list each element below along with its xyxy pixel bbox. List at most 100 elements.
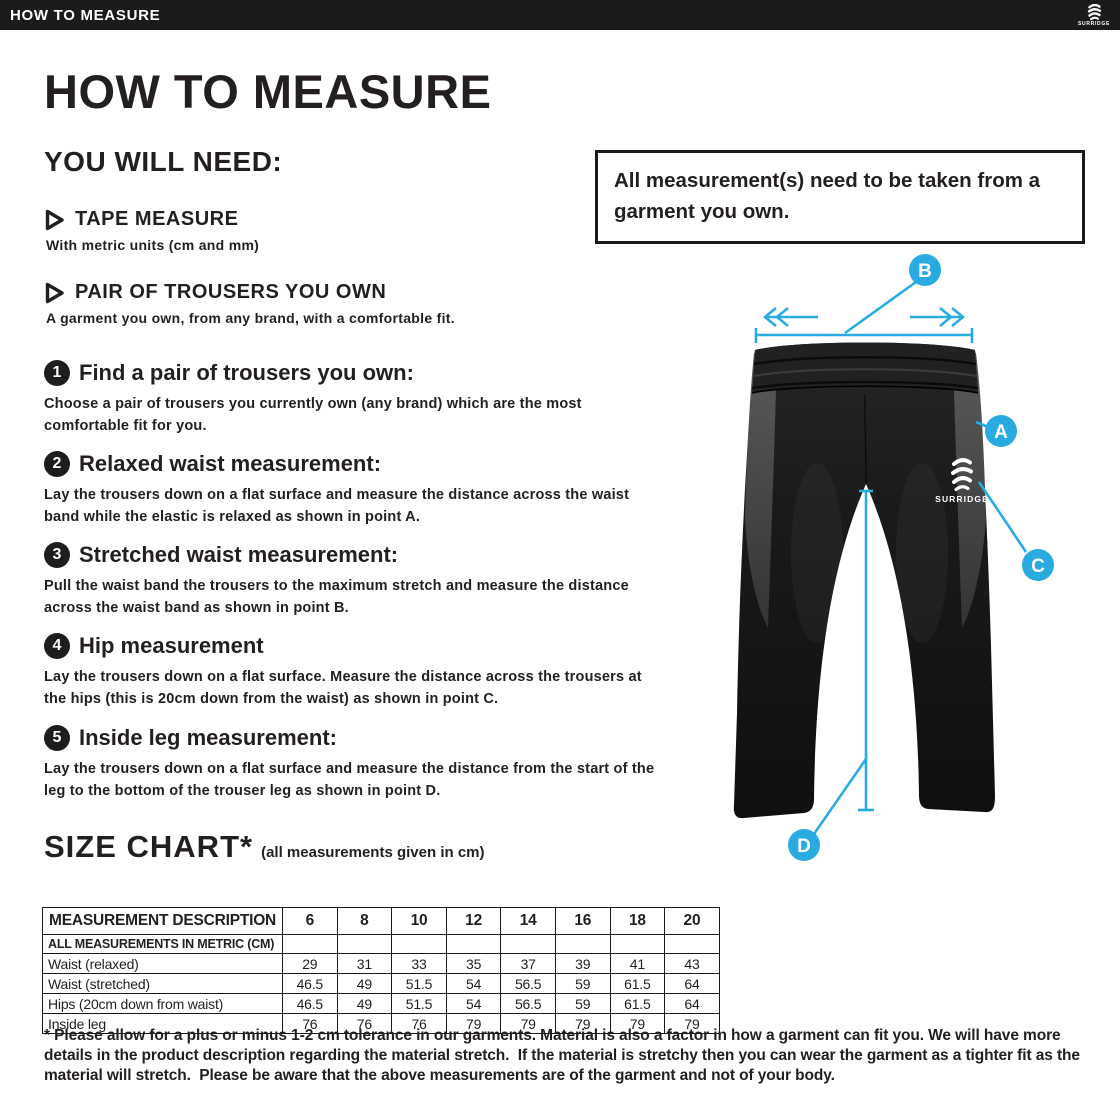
step-title: Relaxed waist measurement: [79, 451, 382, 476]
value-cell: 64 [664, 993, 720, 1014]
value-cell: 79 [500, 1013, 556, 1034]
step-title: Hip measurement [79, 633, 264, 658]
step-title: Stretched waist measurement: [79, 542, 399, 567]
header-cell: 18 [609, 907, 666, 935]
value-cell: 46.5 [282, 993, 338, 1014]
point-A-marker [985, 415, 1017, 447]
top-bar: HOW TO MEASURE SURRIDGE [0, 0, 1120, 30]
row-label-cell: Waist (relaxed) [42, 953, 283, 974]
step-body: Pull the waist band the trousers to the … [44, 578, 629, 617]
trousers-measurement-diagram: SURRIDGE A B C D [697, 243, 1109, 898]
empty-cell [500, 934, 556, 954]
point-C-marker [1022, 549, 1054, 581]
value-cell: 79 [554, 1013, 611, 1034]
point-D-marker [788, 829, 820, 861]
step-number-badge: 4 [44, 633, 70, 659]
empty-cell [391, 934, 447, 954]
table-metric-row: ALL MEASUREMENTS IN METRIC (CM) [42, 934, 720, 954]
table-row-waist-relaxed: Waist (relaxed) 29 31 33 35 37 39 41 43 [42, 953, 720, 974]
value-cell: 33 [391, 953, 447, 974]
step-2: 2 Relaxed waist measurement: Lay the tro… [44, 451, 656, 529]
value-cell: 49 [336, 973, 393, 994]
value-cell: 54 [445, 993, 502, 1014]
need-item-trousers: PAIR OF TROUSERS YOU OWN [44, 281, 386, 304]
header-cell: 10 [391, 907, 447, 935]
surridge-s-icon [1087, 3, 1101, 20]
table-row-waist-stretched: Waist (stretched) 46.5 49 51.5 54 56.5 5… [42, 973, 720, 994]
point-C-label: C [1031, 556, 1045, 577]
size-chart-table: MEASUREMENT DESCRIPTION 6 8 10 12 14 16 … [42, 907, 720, 1034]
value-cell: 51.5 [391, 993, 447, 1014]
leader-line-C [977, 481, 1028, 553]
trousers-illustration: SURRIDGE A B C D [733, 254, 1054, 861]
surridge-logo: SURRIDGE [1078, 3, 1110, 27]
value-cell: 31 [336, 953, 393, 974]
table-row-hips: Hips (20cm down from waist) 46.5 49 51.5… [42, 993, 720, 1014]
table-header-row: MEASUREMENT DESCRIPTION 6 8 10 12 14 16 … [42, 907, 720, 935]
you-will-need-heading: YOU WILL NEED: [44, 146, 283, 177]
table-row-inside-leg: Inside leg 76 76 76 79 79 79 79 79 [42, 1013, 720, 1034]
surridge-wordmark: SURRIDGE [1078, 20, 1110, 27]
step-4: 4 Hip measurement Lay the trousers down … [44, 633, 656, 711]
row-label-cell: Waist (stretched) [42, 973, 283, 994]
trousers-body [733, 342, 995, 819]
value-cell: 56.5 [500, 973, 556, 994]
trousers-brand-wordmark: SURRIDGE [935, 494, 989, 504]
top-bar-title: HOW TO MEASURE [10, 6, 161, 24]
step-title: Find a pair of trousers you own: [79, 360, 414, 385]
tolerance-footnote: * Please allow for a plus or minus 1-2 c… [44, 1027, 1085, 1084]
header-cell: 6 [282, 907, 338, 935]
step-body: Choose a pair of trousers you currently … [44, 396, 582, 435]
value-cell: 29 [282, 953, 338, 974]
value-cell: 54 [445, 973, 502, 994]
header-cell: MEASUREMENT DESCRIPTION [42, 907, 283, 935]
leader-line-D [812, 758, 868, 835]
value-cell: 79 [664, 1013, 720, 1034]
value-cell: 39 [554, 953, 611, 974]
point-A-label: A [994, 422, 1008, 443]
triangle-bullet-icon [45, 282, 64, 303]
row-label-cell: Hips (20cm down from waist) [42, 993, 283, 1014]
point-B-marker [909, 254, 941, 286]
value-cell: 59 [554, 973, 611, 994]
empty-cell [609, 934, 666, 954]
value-cell: 37 [500, 953, 556, 974]
header-cell: 12 [445, 907, 502, 935]
need-item-label: TAPE MEASURE [75, 208, 239, 230]
need-item-label: PAIR OF TROUSERS YOU OWN [75, 281, 387, 303]
measurement-point-markers: A B C D [788, 254, 1054, 861]
leader-line-B [844, 280, 917, 335]
size-chart-heading: SIZE CHART* (all measurements given in c… [44, 829, 485, 865]
measurement-note-box: All measurement(s) need to be taken from… [595, 150, 1085, 244]
value-cell: 41 [609, 953, 666, 974]
step-number-badge: 1 [44, 360, 70, 386]
need-item-description: A garment you own, from any brand, with … [46, 310, 455, 326]
step-5: 5 Inside leg measurement: Lay the trouse… [44, 725, 656, 803]
step-5-heading: 5 Inside leg measurement: [44, 725, 656, 751]
value-cell: 64 [664, 973, 720, 994]
value-cell: 79 [609, 1013, 666, 1034]
step-number-badge: 2 [44, 451, 70, 477]
step-3: 3 Stretched waist measurement: Pull the … [44, 542, 656, 620]
empty-cell [445, 934, 502, 954]
value-cell: 61.5 [609, 973, 666, 994]
step-1: 1 Find a pair of trousers you own: Choos… [44, 360, 656, 438]
empty-cell [554, 934, 611, 954]
step-number-badge: 3 [44, 542, 70, 568]
step-body: Lay the trousers down on a flat surface … [44, 487, 630, 526]
header-cell: 20 [664, 907, 720, 935]
step-number-badge: 5 [44, 725, 70, 751]
step-title: Inside leg measurement: [79, 725, 337, 750]
value-cell: 46.5 [282, 973, 338, 994]
size-chart-subtitle: (all measurements given in cm) [261, 844, 485, 861]
header-cell: 16 [554, 907, 611, 935]
header-cell: 14 [500, 907, 556, 935]
empty-cell [336, 934, 393, 954]
value-cell: 76 [336, 1013, 393, 1034]
value-cell: 35 [445, 953, 502, 974]
step-1-heading: 1 Find a pair of trousers you own: [44, 360, 656, 386]
measurement-annotation-lines [754, 280, 1028, 835]
value-cell: 43 [664, 953, 720, 974]
value-cell: 51.5 [391, 973, 447, 994]
